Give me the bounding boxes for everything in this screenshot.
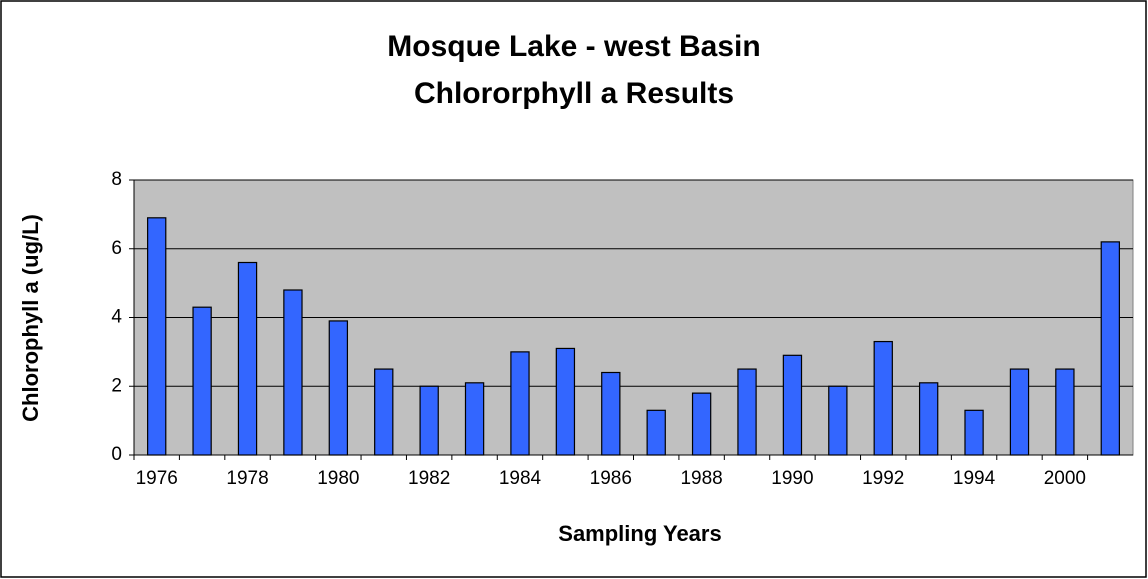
bar [964, 409, 984, 456]
bar [374, 368, 394, 456]
x-tick-label: 1980 [317, 468, 359, 489]
bar [1009, 368, 1030, 456]
bar [555, 347, 576, 456]
bar [283, 289, 303, 456]
bar [782, 354, 803, 456]
bar [147, 217, 167, 456]
x-axis-title: Sampling Years [558, 521, 721, 546]
chart-title: Chlororphyll a Results [414, 77, 734, 110]
chart-title: Mosque Lake - west Basin [387, 30, 760, 63]
bar [419, 385, 439, 456]
bar [873, 340, 893, 456]
y-tick-label: 6 [111, 238, 122, 259]
x-tick-label: 1986 [590, 468, 632, 489]
x-tick-label: 1992 [862, 468, 904, 489]
bar [918, 382, 939, 456]
x-tick-label: 1988 [680, 468, 722, 489]
bar [1100, 241, 1120, 456]
bar [237, 261, 258, 456]
x-tick-label: 1982 [408, 468, 450, 489]
y-tick-label: 8 [111, 169, 122, 190]
x-tick-label: 1978 [226, 468, 268, 489]
bar [691, 392, 712, 456]
bar [510, 351, 530, 456]
bar [328, 320, 349, 456]
x-tick-label: 1994 [953, 468, 996, 489]
bar [1055, 368, 1075, 456]
x-tick-label: 1976 [136, 468, 178, 489]
x-tick-label: 2000 [1044, 468, 1086, 489]
y-tick-label: 2 [111, 375, 122, 396]
x-tick-label: 1984 [499, 468, 542, 489]
y-tick-label: 4 [111, 307, 122, 328]
bar [192, 306, 212, 456]
bar [646, 409, 666, 456]
bar [828, 385, 848, 456]
y-tick-label: 0 [111, 444, 122, 465]
y-axis-title: Chlorophyll a (ug/L) [18, 214, 43, 422]
x-tick-label: 1990 [771, 468, 813, 489]
bar [737, 368, 757, 456]
bar [601, 371, 621, 456]
bar [464, 382, 485, 456]
